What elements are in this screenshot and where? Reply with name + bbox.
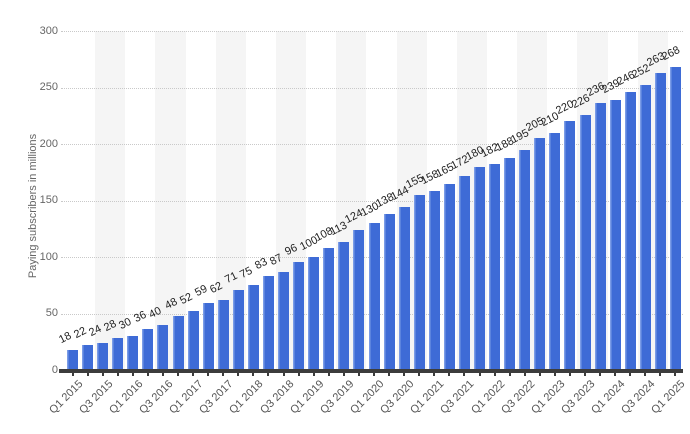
axis-tick — [222, 373, 225, 376]
gridline — [61, 144, 683, 145]
bar[interactable] — [474, 166, 485, 370]
x-axis-line — [59, 369, 683, 373]
bar[interactable] — [293, 261, 305, 370]
bar[interactable] — [157, 324, 169, 370]
bar[interactable] — [202, 303, 214, 370]
axis-tick — [282, 373, 285, 376]
bar[interactable] — [247, 285, 259, 370]
axis-tick — [433, 373, 436, 376]
gridline — [61, 200, 683, 202]
bar[interactable] — [368, 223, 380, 370]
axis-tick — [71, 373, 74, 376]
bar[interactable] — [127, 336, 139, 370]
bar[interactable] — [609, 99, 621, 370]
axis-tick — [161, 373, 164, 376]
axis-tick — [252, 373, 255, 376]
bar[interactable] — [323, 247, 335, 370]
bar[interactable] — [187, 311, 199, 370]
bar[interactable] — [594, 103, 606, 370]
bar[interactable] — [232, 289, 244, 370]
bar[interactable] — [413, 194, 425, 370]
y-tick-label: 50 — [45, 307, 58, 319]
axis-tick — [388, 373, 391, 376]
bar[interactable] — [353, 229, 365, 370]
axis-tick — [373, 373, 375, 376]
axis-tick — [116, 373, 119, 376]
axis-tick — [207, 373, 210, 376]
axis-tick — [599, 373, 602, 376]
axis-tick — [493, 373, 496, 376]
bar[interactable] — [308, 257, 320, 370]
gridline — [61, 31, 683, 32]
axis-tick — [357, 373, 360, 376]
bar[interactable] — [217, 299, 229, 370]
y-tick-label: 250 — [39, 81, 58, 93]
y-tick-label: 150 — [39, 194, 58, 206]
axis-tick — [508, 373, 511, 376]
axis-tick — [448, 373, 451, 376]
axis-tick — [86, 373, 89, 376]
bar[interactable] — [142, 329, 154, 370]
bar[interactable] — [383, 214, 395, 370]
bar[interactable] — [579, 114, 591, 370]
y-tick-label: 200 — [39, 137, 58, 150]
bar[interactable] — [654, 72, 666, 370]
bar[interactable] — [549, 132, 561, 370]
bar[interactable] — [112, 338, 124, 370]
bar[interactable] — [504, 157, 516, 370]
bar[interactable] — [534, 138, 546, 370]
y-tick-label: 300 — [39, 24, 58, 37]
axis-tick — [538, 373, 541, 376]
axis-tick — [146, 373, 149, 376]
axis-tick — [297, 373, 300, 376]
axis-tick — [403, 373, 406, 376]
bar[interactable] — [278, 271, 290, 370]
bar[interactable] — [564, 121, 576, 370]
axis-tick — [177, 373, 180, 376]
axis-tick — [418, 373, 421, 376]
axis-tick — [659, 373, 662, 376]
axis-tick — [267, 373, 270, 376]
axis-tick — [131, 373, 134, 376]
axis-tick — [614, 373, 617, 376]
bar[interactable] — [669, 67, 681, 370]
bar[interactable] — [443, 183, 455, 370]
axis-tick — [101, 373, 104, 376]
axis-tick — [629, 373, 632, 376]
bar[interactable] — [67, 349, 79, 370]
bar[interactable] — [624, 92, 636, 370]
bar-value-label: 59 — [192, 283, 210, 300]
bar[interactable] — [458, 175, 470, 370]
axis-tick — [327, 373, 330, 376]
bar-value-label: 83 — [253, 256, 270, 273]
axis-tick — [192, 373, 195, 376]
gridline — [61, 87, 683, 89]
axis-tick — [342, 373, 345, 376]
bar[interactable] — [262, 276, 274, 370]
bar[interactable] — [398, 207, 410, 370]
bar[interactable] — [172, 315, 184, 370]
axis-tick — [584, 373, 587, 376]
bar[interactable] — [519, 149, 531, 370]
bar[interactable] — [97, 342, 109, 370]
axis-tick — [644, 373, 647, 376]
axis-tick — [568, 373, 571, 376]
axis-tick — [312, 373, 315, 376]
bar[interactable] — [428, 191, 440, 370]
bar[interactable] — [82, 345, 94, 370]
axis-tick — [674, 373, 677, 376]
axis-tick — [553, 373, 556, 376]
bar[interactable] — [639, 85, 651, 370]
bar[interactable] — [489, 164, 501, 370]
axis-tick — [523, 373, 526, 376]
bar[interactable] — [338, 242, 350, 370]
bar-value-label: 18 — [57, 329, 74, 346]
y-tick-label: 100 — [39, 250, 58, 263]
axis-tick — [463, 373, 466, 376]
axis-tick — [237, 373, 240, 376]
y-tick-label: 0 — [51, 363, 58, 376]
axis-tick — [478, 373, 481, 376]
